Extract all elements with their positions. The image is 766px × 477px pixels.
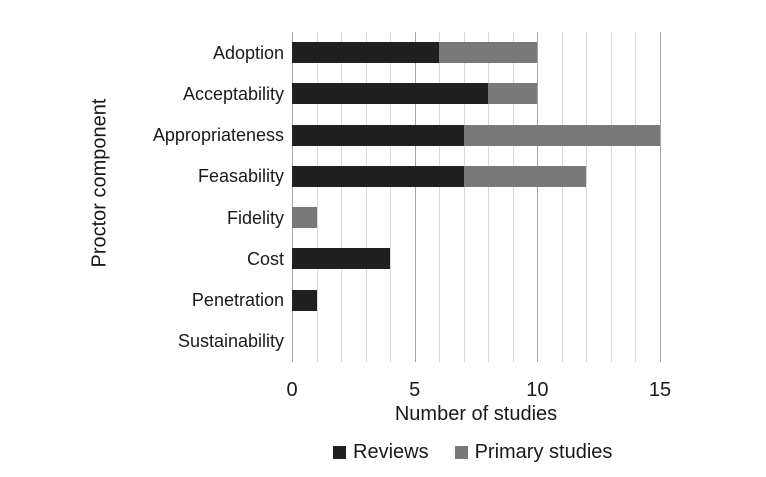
- gridline-9: [512, 32, 514, 362]
- x-tick-5: 5: [409, 379, 421, 401]
- bar-reviews-appropriateness: [292, 124, 464, 146]
- gridline-6: [439, 32, 441, 362]
- gridline-2: [341, 32, 343, 362]
- x-tick-10: 10: [526, 379, 549, 401]
- legend: Reviews Primary studies: [333, 441, 612, 464]
- category-label-penetration: Penetration: [191, 290, 284, 311]
- gridline-7: [463, 32, 465, 362]
- legend-swatch-primary-studies: [454, 446, 468, 459]
- legend-label-primary-studies: Primary studies: [474, 441, 613, 463]
- category-label-acceptability: Acceptability: [182, 83, 284, 104]
- x-tick-15: 15: [648, 379, 672, 401]
- category-label-sustainability: Sustainability: [177, 331, 284, 352]
- gridline-13: [610, 32, 612, 362]
- legend-swatch-reviews: [333, 446, 346, 459]
- bar-primary-studies-acceptability: [488, 83, 538, 105]
- gridline-5: [414, 32, 416, 362]
- x-tick-0: 0: [286, 379, 298, 401]
- gridline-3: [365, 32, 367, 362]
- legend-item-reviews: Reviews: [333, 441, 429, 464]
- gridline-10: [537, 32, 539, 362]
- bar-reviews-cost: [292, 248, 391, 270]
- gridline-8: [488, 32, 490, 362]
- legend-item-primary-studies: Primary studies: [454, 441, 613, 464]
- category-label-cost: Cost: [246, 248, 284, 269]
- bar-primary-studies-fidelity: [292, 207, 317, 229]
- plot-area: [292, 32, 661, 362]
- bar-primary-studies-feasability: [463, 165, 587, 187]
- category-label-appropriateness: Appropriateness: [152, 125, 284, 146]
- category-label-fidelity: Fidelity: [226, 207, 284, 228]
- bar-reviews-acceptability: [292, 83, 489, 105]
- bar-primary-studies-appropriateness: [463, 124, 660, 146]
- bar-reviews-adoption: [292, 42, 440, 64]
- category-label-adoption: Adoption: [212, 42, 284, 63]
- bar-reviews-feasability: [292, 165, 464, 187]
- gridline-12: [586, 32, 588, 362]
- legend-label-reviews: Reviews: [353, 441, 429, 463]
- bar-reviews-penetration: [292, 289, 317, 311]
- gridline-14: [635, 32, 637, 362]
- gridline-15: [660, 32, 661, 362]
- gridline-0: [292, 32, 293, 362]
- category-label-feasability: Feasability: [197, 166, 284, 187]
- gridline-11: [561, 32, 563, 362]
- gridline-4: [390, 32, 392, 362]
- bar-primary-studies-adoption: [439, 42, 538, 64]
- x-axis-title: Number of studies: [394, 403, 558, 425]
- gridline-1: [316, 32, 318, 362]
